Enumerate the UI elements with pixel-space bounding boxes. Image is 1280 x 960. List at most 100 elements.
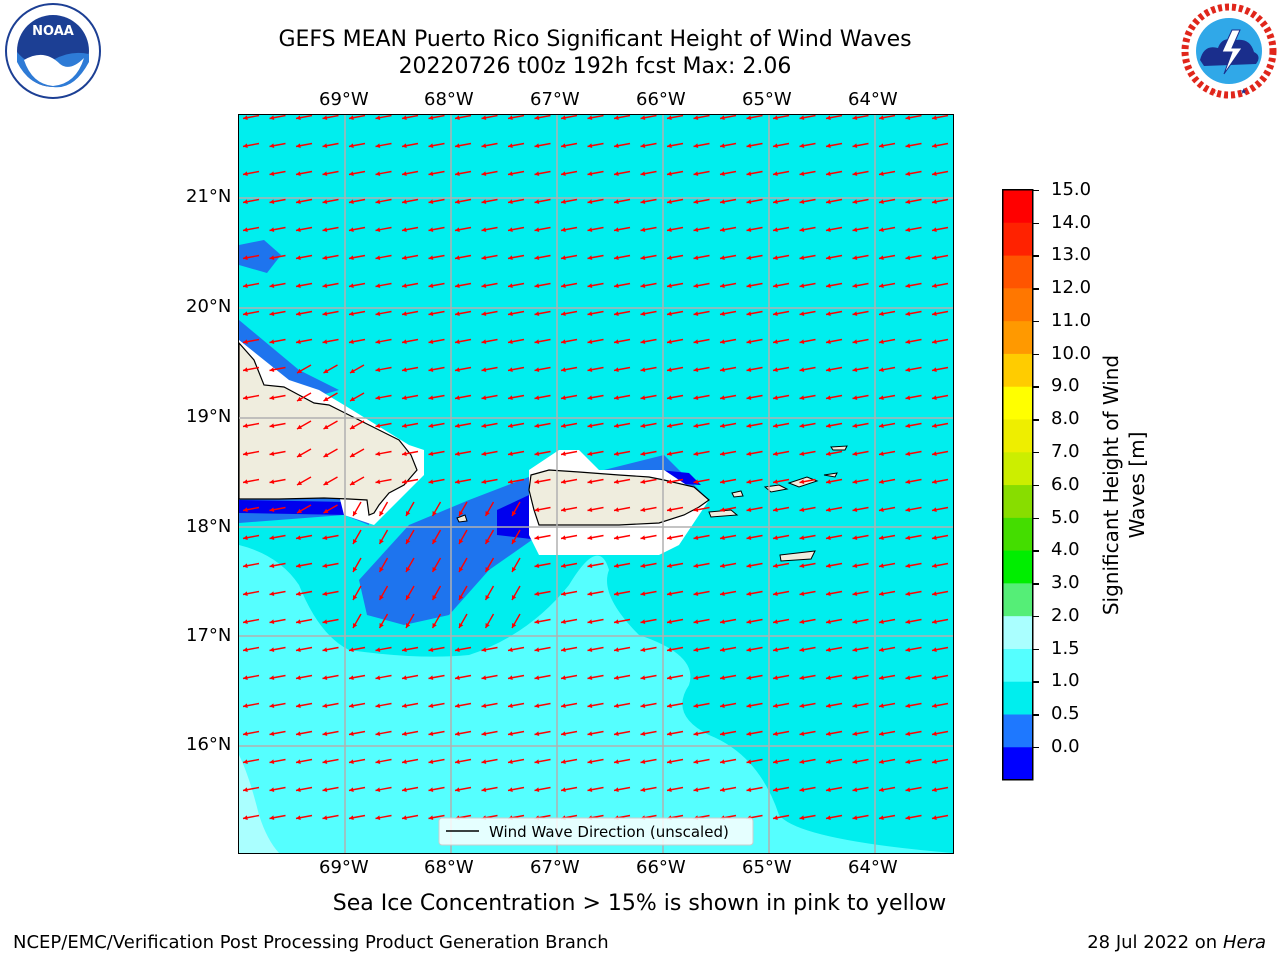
wave-direction-arrowhead bbox=[350, 452, 355, 457]
wave-direction-arrowhead bbox=[353, 623, 358, 628]
wave-direction-arrowhead bbox=[667, 143, 672, 149]
wave-direction-arrowhead bbox=[243, 171, 248, 177]
wave-direction-arrowhead bbox=[323, 368, 329, 373]
wave-direction-arrowhead bbox=[432, 511, 437, 516]
wave-direction-arrowhead bbox=[799, 255, 805, 261]
wave-direction-arrowhead bbox=[640, 787, 646, 793]
wave-direction-arrowhead bbox=[852, 815, 858, 821]
wave-direction-arrowhead bbox=[349, 311, 354, 317]
wave-direction-arrowhead bbox=[852, 451, 858, 457]
lon-label-top: 65°W bbox=[742, 89, 792, 110]
wave-direction-arrowhead bbox=[296, 535, 301, 541]
colorbar-tick-label: 12.0 bbox=[1051, 277, 1092, 299]
lat-label-left: 18°N bbox=[186, 516, 232, 537]
wave-direction-arrowhead bbox=[243, 143, 248, 149]
wave-direction-arrowhead bbox=[402, 395, 407, 401]
wave-direction-arrowhead bbox=[402, 647, 407, 653]
wave-direction-arrowhead bbox=[614, 339, 619, 345]
wave-direction-arrowhead bbox=[773, 563, 778, 569]
wave-direction-arrowhead bbox=[269, 395, 275, 401]
wave-direction-arrowhead bbox=[428, 115, 434, 121]
wave-direction-arrowhead bbox=[269, 675, 275, 681]
wave-direction-arrowhead bbox=[773, 703, 778, 709]
wave-direction-arrowhead bbox=[459, 511, 464, 516]
colorbar-tick-mark bbox=[1033, 484, 1039, 487]
wave-direction-arrowhead bbox=[614, 535, 619, 541]
wave-direction-arrowhead bbox=[375, 227, 381, 233]
wave-direction-arrowhead bbox=[269, 619, 275, 625]
wave-direction-arrowhead bbox=[534, 787, 540, 793]
wave-direction-arrowhead bbox=[826, 115, 831, 121]
wave-direction-arrowhead bbox=[852, 227, 858, 233]
wave-direction-arrowhead bbox=[322, 199, 328, 205]
wave-direction-arrowhead bbox=[667, 647, 672, 653]
map-legend: Wind Wave Direction (unscaled) bbox=[438, 817, 754, 846]
wave-direction-arrowhead bbox=[587, 591, 593, 597]
wave-direction-arrowhead bbox=[932, 759, 937, 765]
lat-label-left: 19°N bbox=[186, 406, 232, 427]
wave-direction-arrowhead bbox=[932, 703, 937, 709]
map-svg: Wind Wave Direction (unscaled) bbox=[239, 115, 953, 853]
colorbar-tick-mark bbox=[1033, 189, 1039, 192]
wave-direction-arrowhead bbox=[534, 563, 540, 569]
wave-direction-arrowhead bbox=[640, 255, 646, 261]
wave-direction-arrowhead bbox=[667, 759, 672, 765]
colorbar-tick-mark bbox=[1033, 386, 1039, 388]
wave-direction-arrowhead bbox=[375, 787, 381, 793]
colorbar-tick-label: 8.0 bbox=[1051, 408, 1080, 430]
wave-direction-arrowhead bbox=[693, 339, 699, 345]
wave-direction-arrowhead bbox=[852, 339, 858, 345]
wave-direction-arrowhead bbox=[512, 623, 517, 628]
colorbar-tick-mark bbox=[1033, 320, 1039, 323]
wave-direction-arrowhead bbox=[852, 591, 858, 597]
wave-direction-arrowhead bbox=[481, 451, 487, 457]
wave-direction-arrowhead bbox=[667, 703, 672, 709]
wave-direction-arrowhead bbox=[799, 143, 805, 149]
colorbar-tick-mark bbox=[1033, 255, 1039, 257]
wave-direction-arrowhead bbox=[428, 703, 434, 709]
lon-label-bottom: 66°W bbox=[636, 857, 686, 878]
wave-direction-arrowhead bbox=[375, 171, 381, 177]
wave-direction-arrowhead bbox=[587, 787, 593, 793]
wave-direction-arrowhead bbox=[323, 480, 329, 485]
wave-direction-arrowhead bbox=[243, 199, 248, 205]
wave-direction-arrowhead bbox=[322, 255, 328, 261]
wave-direction-arrowhead bbox=[693, 227, 699, 233]
wave-direction-arrowhead bbox=[826, 227, 831, 233]
colorbar-tick-label: 3.0 bbox=[1051, 572, 1080, 594]
colorbar-tick-label: 13.0 bbox=[1051, 244, 1092, 266]
wave-direction-arrowhead bbox=[296, 311, 301, 317]
wave-direction-arrowhead bbox=[879, 171, 884, 177]
wave-direction-arrowhead bbox=[720, 451, 725, 457]
wave-direction-arrowhead bbox=[720, 423, 725, 429]
wave-direction-arrowhead bbox=[375, 479, 381, 485]
wave-direction-arrowhead bbox=[693, 395, 699, 401]
colorbar-tick-mark bbox=[1033, 615, 1039, 618]
wave-direction-arrowhead bbox=[852, 647, 858, 653]
wave-direction-arrowhead bbox=[932, 563, 937, 569]
wave-direction-arrowhead bbox=[322, 143, 328, 149]
wave-direction-arrowhead bbox=[428, 311, 434, 317]
wave-direction-arrowhead bbox=[375, 339, 381, 345]
wave-direction-arrowhead bbox=[879, 199, 884, 205]
wave-direction-arrowhead bbox=[350, 396, 355, 401]
colorbar-tick-mark bbox=[1033, 222, 1039, 225]
wave-direction-arrowhead bbox=[720, 759, 725, 765]
wave-direction-arrowhead bbox=[614, 563, 619, 569]
grid bbox=[239, 115, 953, 853]
island-virgin-gorda bbox=[823, 472, 838, 478]
wave-direction-arrowhead bbox=[614, 731, 619, 737]
wave-direction-arrowhead bbox=[852, 535, 858, 541]
wave-direction-arrowhead bbox=[508, 115, 513, 121]
wave-direction-arrowhead bbox=[375, 731, 381, 737]
wave-direction-arrowhead bbox=[508, 451, 513, 457]
wave-direction-arrowhead bbox=[349, 731, 354, 737]
wave-direction-arrowhead bbox=[799, 339, 805, 345]
noaa-logo: NOAA bbox=[5, 3, 101, 99]
wave-direction-arrowhead bbox=[746, 507, 752, 513]
wave-direction-arrowhead bbox=[905, 675, 911, 681]
wave-direction-arrowhead bbox=[269, 311, 275, 317]
wave-direction-arrowhead bbox=[587, 395, 593, 401]
wave-direction-arrowhead bbox=[852, 143, 858, 149]
wave-direction-arrowhead bbox=[428, 395, 434, 401]
